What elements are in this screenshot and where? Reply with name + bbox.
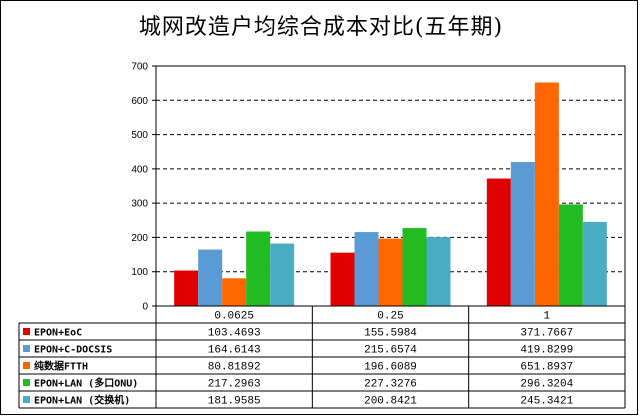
bar [426,237,451,306]
data-table-value: 227.3276 [364,379,417,391]
bar [270,243,295,306]
y-tick-label: 400 [131,164,148,175]
data-table-value: 200.8421 [364,396,417,408]
y-tick-label: 100 [131,267,148,278]
legend-swatch [23,328,30,335]
data-table-value: 296.3204 [520,379,573,391]
y-tick-label: 700 [131,62,148,73]
bar [222,278,247,306]
bar [402,228,427,306]
legend-label: 纯数据FTTH [34,360,88,373]
chart-title: 城网改造户均综合成本对比(五年期) [138,15,504,40]
legend-label: EPON+LAN (交换机) [34,394,130,407]
data-table-value: 215.6574 [364,345,417,357]
data-table-value: 371.7667 [520,328,573,340]
y-tick-label: 600 [131,96,148,107]
y-tick-label: 300 [131,199,148,210]
data-table-value: 80.81892 [208,362,261,374]
data-table-value: 103.4693 [208,328,261,340]
bar [510,162,535,306]
bar [558,204,583,306]
bar [378,238,403,306]
bar [198,249,223,306]
bar [354,232,379,306]
legend-label: EPON+LAN (多口ONU) [34,377,138,390]
legend-label: EPON+C-DOCSIS [34,345,112,356]
bar [534,82,559,306]
y-tick-label: 500 [131,130,148,141]
data-table-value: 245.3421 [520,396,573,408]
bar [174,270,199,306]
data-table-value: 217.2963 [208,379,261,391]
y-tick-label: 200 [131,233,148,244]
bar [486,178,511,306]
legend-swatch [23,396,30,403]
legend-label: EPON+EoC [34,328,82,339]
bar [330,252,355,306]
y-tick-label: 0 [142,302,148,313]
legend-swatch [23,345,30,352]
data-table-value: 651.8937 [520,362,573,374]
legend-swatch [23,379,30,386]
data-table-value: 419.8299 [520,345,573,357]
x-category-label: 0.25 [377,311,403,323]
data-table-value: 155.5984 [364,328,417,340]
data-table-value: 181.9585 [208,396,261,408]
legend-swatch [23,362,30,369]
x-category-label: 0.0625 [214,311,254,323]
bar [582,221,607,306]
data-table-value: 196.6089 [364,362,417,374]
x-category-label: 1 [544,311,551,323]
data-table-value: 164.6143 [208,345,261,357]
bar [246,231,271,306]
